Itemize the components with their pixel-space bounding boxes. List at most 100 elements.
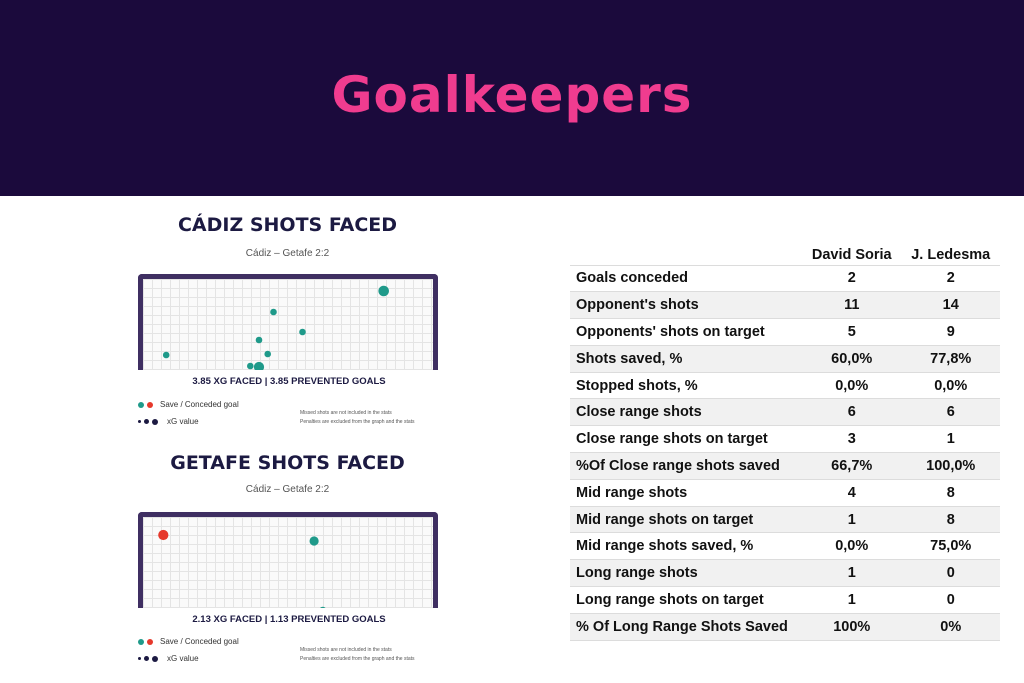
stat-label: Long range shots: [570, 559, 802, 587]
xg-large-dot-icon: [152, 418, 158, 425]
legend-outcome: Save / Conceded goal: [138, 400, 239, 409]
column-header-david-soria: David Soria: [811, 246, 892, 263]
save-shot-point: [270, 308, 277, 316]
j-ledesma-value: 8: [901, 505, 1000, 533]
j-ledesma-value: 0,0%: [901, 371, 1000, 399]
david-soria-value: 100%: [802, 612, 902, 641]
table-row: Opponent's shots 11 14: [570, 291, 1000, 319]
david-soria-value: 60,0%: [802, 344, 902, 373]
j-ledesma-value: 14: [901, 291, 1000, 319]
xg-large-dot-icon: [152, 655, 158, 662]
footnote-missed: Missed shots are not included in the sta…: [300, 410, 392, 416]
legend-xg: xG value: [138, 654, 199, 663]
david-soria-value: 6: [802, 398, 902, 426]
j-ledesma-value: 2: [901, 264, 1000, 292]
column-header-j-ledesma: J. Ledesma: [911, 246, 991, 263]
j-ledesma-value: 75,0%: [901, 532, 1000, 560]
legend-xg-label: xG value: [167, 654, 199, 663]
panel-subtitle: Cádiz – Getafe 2:2: [245, 484, 330, 495]
xg-medium-dot-icon: [144, 419, 149, 424]
david-soria-value: 11: [802, 291, 902, 319]
stat-label: Long range shots on target: [570, 586, 802, 614]
stat-label: Opponent's shots: [570, 291, 802, 319]
save-shot-point: [253, 361, 265, 370]
column-header-stat: [570, 243, 802, 265]
table-row: % Of Long Range Shots Saved 100% 0%: [570, 612, 1000, 641]
save-dot-icon: [138, 638, 144, 645]
j-ledesma-value: 100,0%: [901, 452, 1000, 480]
footnote: Missed shots are not included in the sta…: [300, 409, 440, 427]
david-soria-value: 2: [802, 264, 902, 292]
stat-label: Mid range shots on target: [570, 505, 802, 533]
david-soria-value: 4: [802, 478, 902, 507]
conceded-dot-icon: [147, 401, 153, 408]
stat-label: % Of Long Range Shots Saved: [570, 612, 802, 641]
panel-subtitle: Cádiz – Getafe 2:2: [245, 248, 330, 259]
david-soria-value: 3: [802, 425, 902, 453]
save-shot-point: [247, 362, 254, 370]
j-ledesma-value: 8: [901, 478, 1000, 507]
table-header-row: David Soria J. Ledesma: [570, 243, 1000, 265]
david-soria-value: 0,0%: [802, 532, 902, 560]
table-row: Close range shots on target 3 1: [570, 425, 1000, 453]
xg-small-dot-icon: [138, 420, 141, 423]
legend-outcome: Save / Conceded goal: [138, 637, 239, 646]
stat-label: Opponents' shots on target: [570, 318, 802, 346]
j-ledesma-value: 77,8%: [901, 344, 1000, 373]
header-banner: Goalkeepers: [0, 0, 1024, 196]
j-ledesma-value: 0%: [901, 612, 1000, 641]
xg-medium-dot-icon: [144, 656, 149, 661]
stat-label: Shots saved, %: [570, 344, 802, 373]
stat-label: %Of Close range shots saved: [570, 452, 802, 480]
save-shot-point: [162, 351, 170, 359]
save-shot-point: [378, 285, 389, 297]
legend-xg: xG value: [138, 417, 199, 426]
goal-frame: [138, 512, 438, 608]
table-row: Long range shots on target 1 0: [570, 586, 1000, 614]
j-ledesma-value: 9: [901, 318, 1000, 346]
j-ledesma-value: 0: [901, 559, 1000, 587]
save-shot-point: [299, 328, 306, 336]
j-ledesma-value: 1: [901, 425, 1000, 453]
david-soria-value: 0,0%: [802, 371, 902, 399]
xg-summary: 3.85 XG FACED | 3.85 PREVENTED GOALS: [192, 376, 386, 387]
table-row: Goals conceded 2 2: [570, 264, 1000, 292]
table-row: Stopped shots, % 0,0% 0,0%: [570, 371, 1000, 399]
legend-xg-label: xG value: [167, 417, 199, 426]
footnote-missed: Missed shots are not included in the sta…: [300, 647, 392, 653]
stat-label: Close range shots on target: [570, 425, 802, 453]
conceded-shot-point: [158, 529, 169, 541]
shot-map: [162, 285, 389, 370]
david-soria-value: 1: [802, 559, 902, 587]
legend-outcome-label: Save / Conceded goal: [160, 400, 239, 409]
save-shot-point: [264, 350, 271, 358]
table-row: Mid range shots on target 1 8: [570, 505, 1000, 533]
save-shot-point: [309, 536, 319, 546]
table-row: Mid range shots 4 8: [570, 478, 1000, 507]
stat-label: Goals conceded: [570, 264, 802, 292]
page-title: Goalkeepers: [331, 66, 693, 124]
table-row: Shots saved, % 60,0% 77,8%: [570, 344, 1000, 373]
panel-title: GETAFE SHOTS FACED: [170, 452, 405, 474]
save-shot-point: [255, 336, 263, 344]
footnote-penalties: Penalties are excluded from the graph an…: [300, 419, 415, 425]
conceded-dot-icon: [147, 638, 153, 645]
table-row: %Of Close range shots saved 66,7% 100,0%: [570, 452, 1000, 480]
goalkeeper-stats-table: David Soria J. Ledesma Goals conceded 2 2 O…: [570, 243, 1000, 641]
stat-label: Mid range shots saved, %: [570, 532, 802, 560]
table-row: Long range shots 1 0: [570, 559, 1000, 587]
shot-map: [158, 529, 326, 608]
xg-small-dot-icon: [138, 657, 141, 660]
david-soria-value: 1: [802, 505, 902, 533]
save-shot-point: [320, 606, 326, 608]
j-ledesma-value: 6: [901, 398, 1000, 426]
table-row: Close range shots 6 6: [570, 398, 1000, 426]
stat-label: Close range shots: [570, 398, 802, 426]
panel-title: CÁDIZ SHOTS FACED: [177, 214, 398, 236]
xg-summary: 2.13 XG FACED | 1.13 PREVENTED GOALS: [192, 614, 386, 625]
david-soria-value: 5: [802, 318, 902, 346]
goal-frame: [138, 274, 438, 370]
table-row: Opponents' shots on target 5 9: [570, 318, 1000, 346]
david-soria-value: 66,7%: [802, 452, 902, 480]
footnote-penalties: Penalties are excluded from the graph an…: [300, 656, 415, 662]
